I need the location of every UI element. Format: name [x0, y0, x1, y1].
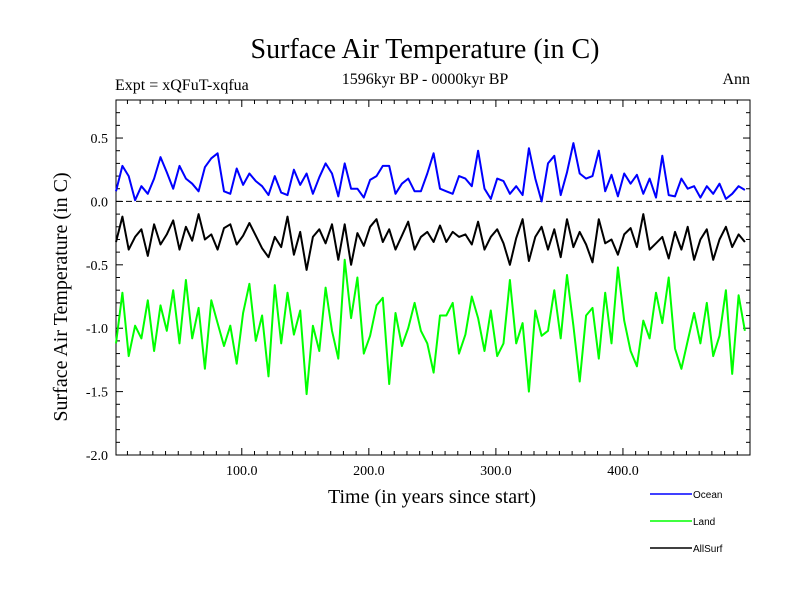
experiment-label: Expt = xQFuT-xqfua	[115, 77, 249, 94]
y-tick-label: -1.5	[86, 386, 108, 401]
season-label: Ann	[722, 71, 750, 88]
legend: Ocean Land AllSurf	[650, 490, 723, 555]
y-tick-label: -1.0	[86, 322, 108, 337]
y-tick-label: 0.0	[91, 195, 109, 210]
x-tick-label: 400.0	[607, 464, 639, 479]
y-tick-label: 0.5	[91, 132, 109, 147]
x-tick-label: 300.0	[480, 464, 512, 479]
series-line-land	[115, 258, 746, 396]
y-axis-label: Surface Air Temperature (in C)	[50, 172, 72, 421]
series-line-ocean	[115, 142, 746, 203]
plot-area: 100.0 200.0 300.0 400.0 -2.0 -1.5 -1.0 -0.5 0.0 0…	[86, 99, 751, 479]
legend-label-allsurf: AllSurf	[693, 544, 723, 555]
y-tick-label: -2.0	[86, 449, 108, 464]
x-tick-label: 200.0	[353, 464, 385, 479]
chart-title: Surface Air Temperature (in C)	[251, 34, 600, 65]
series-line-allsurf	[115, 213, 746, 271]
chart-subtitle: 1596kyr BP - 0000kyr BP	[342, 71, 509, 88]
y-tick-label: -0.5	[86, 259, 108, 274]
x-axis-label: Time (in years since start)	[328, 486, 536, 508]
legend-label-ocean: Ocean	[693, 490, 722, 501]
x-tick-label: 100.0	[226, 464, 258, 479]
legend-label-land: Land	[693, 517, 715, 528]
